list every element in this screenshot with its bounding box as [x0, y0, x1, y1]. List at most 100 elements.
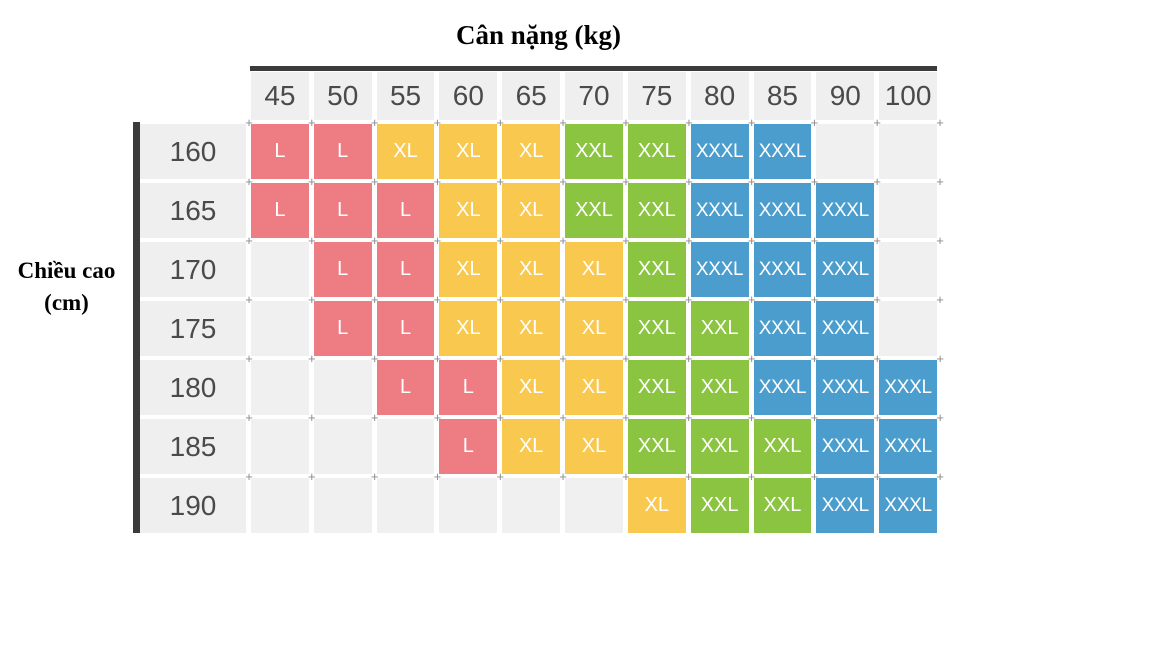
size-cell: XL: [557, 410, 623, 474]
size-cell: XL: [494, 410, 561, 474]
size-cell: XL: [494, 115, 561, 179]
size-cell: XL: [431, 292, 498, 356]
size-cell: XXL: [620, 351, 686, 415]
size-cell: XXXL: [746, 174, 812, 238]
empty-cell: [808, 115, 875, 179]
size-cell: XXXL: [871, 351, 946, 415]
size-cell: XL: [494, 174, 561, 238]
weight-header: 45: [251, 72, 309, 120]
size-cell: XXXL: [871, 469, 946, 533]
size-cell: L: [306, 233, 372, 297]
empty-cell: [243, 233, 309, 297]
height-header: 170: [140, 242, 246, 297]
size-cell: L: [243, 115, 309, 179]
size-cell: XL: [620, 469, 686, 533]
size-cell: XXL: [620, 292, 686, 356]
size-cell: XL: [494, 233, 561, 297]
size-cell: L: [431, 351, 498, 415]
size-cell: XXL: [683, 351, 749, 415]
size-cell: XXL: [746, 410, 812, 474]
size-cell: XL: [557, 233, 623, 297]
size-cell: L: [306, 115, 372, 179]
size-cell: L: [369, 174, 435, 238]
size-cell: XXXL: [746, 351, 812, 415]
size-cell: XXL: [746, 469, 812, 533]
x-axis-title: Cân nặng (kg): [455, 20, 622, 50]
size-cell: XXL: [620, 174, 686, 238]
size-cell: L: [369, 233, 435, 297]
size-cell: XL: [494, 292, 561, 356]
empty-cell: [557, 469, 623, 533]
size-cell: XXXL: [746, 233, 812, 297]
size-cell: L: [431, 410, 498, 474]
weight-header: 55: [376, 72, 435, 120]
corner-spacer: [140, 72, 246, 120]
size-cell: XXL: [683, 410, 749, 474]
empty-cell: [369, 410, 435, 474]
size-cell: XL: [557, 351, 623, 415]
size-cell: XXXL: [683, 174, 749, 238]
weight-header: 75: [627, 72, 686, 120]
y-axis-title-line2: (cm): [44, 290, 89, 315]
size-cell: XXXL: [683, 233, 749, 297]
empty-cell: [871, 174, 946, 238]
height-header: 165: [140, 183, 246, 238]
size-cell: XXL: [620, 410, 686, 474]
empty-cell: [494, 469, 561, 533]
height-header: 160: [140, 124, 246, 179]
x-axis-bar: [250, 66, 937, 71]
empty-cell: [306, 469, 372, 533]
y-axis-title: Chiều cao (cm): [0, 255, 133, 319]
size-cell: XXXL: [808, 292, 875, 356]
weight-header: 90: [816, 72, 875, 120]
empty-cell: [871, 233, 946, 297]
size-cell: XL: [431, 174, 498, 238]
height-header: 180: [140, 360, 246, 415]
empty-cell: [871, 115, 946, 179]
size-cell: XXXL: [808, 469, 875, 533]
size-cell: XXXL: [746, 115, 812, 179]
size-cell: XXXL: [808, 351, 875, 415]
size-cell: XXXL: [808, 410, 875, 474]
height-header: 190: [140, 478, 246, 533]
size-cell: XXL: [620, 115, 686, 179]
empty-cell: [306, 410, 372, 474]
size-cell: XL: [494, 351, 561, 415]
empty-cell: [243, 292, 309, 356]
size-cell: XL: [369, 115, 435, 179]
weight-header: 65: [502, 72, 561, 120]
weight-header: 70: [565, 72, 623, 120]
size-cell: XXXL: [683, 115, 749, 179]
size-cell: L: [369, 292, 435, 356]
height-header: 185: [140, 419, 246, 474]
size-cell: L: [369, 351, 435, 415]
size-cell: L: [243, 174, 309, 238]
empty-cell: [243, 351, 309, 415]
size-cell: XXL: [557, 174, 623, 238]
weight-header: 60: [439, 72, 498, 120]
size-cell: XXXL: [808, 174, 875, 238]
size-cell: XXXL: [746, 292, 812, 356]
empty-cell: [243, 469, 309, 533]
size-cell: L: [306, 174, 372, 238]
y-axis-bar: [133, 122, 140, 533]
size-cell: XXXL: [808, 233, 875, 297]
size-cell: XL: [431, 233, 498, 297]
weight-header: 100: [879, 72, 937, 120]
size-cell: XXL: [557, 115, 623, 179]
weight-header: 85: [753, 72, 812, 120]
size-cell: XXL: [683, 292, 749, 356]
size-cell: XXL: [620, 233, 686, 297]
size-cell: L: [306, 292, 372, 356]
weight-header: 50: [313, 72, 372, 120]
weight-header: 80: [690, 72, 749, 120]
empty-cell: [369, 469, 435, 533]
size-cell: XXXL: [871, 410, 946, 474]
height-header: 175: [140, 301, 246, 356]
y-axis-title-line1: Chiều cao: [17, 258, 116, 283]
empty-cell: [243, 410, 309, 474]
size-grid: 45505560657075808590100160LLXLXLXLXXLXXL…: [140, 72, 946, 533]
empty-cell: [871, 292, 946, 356]
empty-cell: [306, 351, 372, 415]
